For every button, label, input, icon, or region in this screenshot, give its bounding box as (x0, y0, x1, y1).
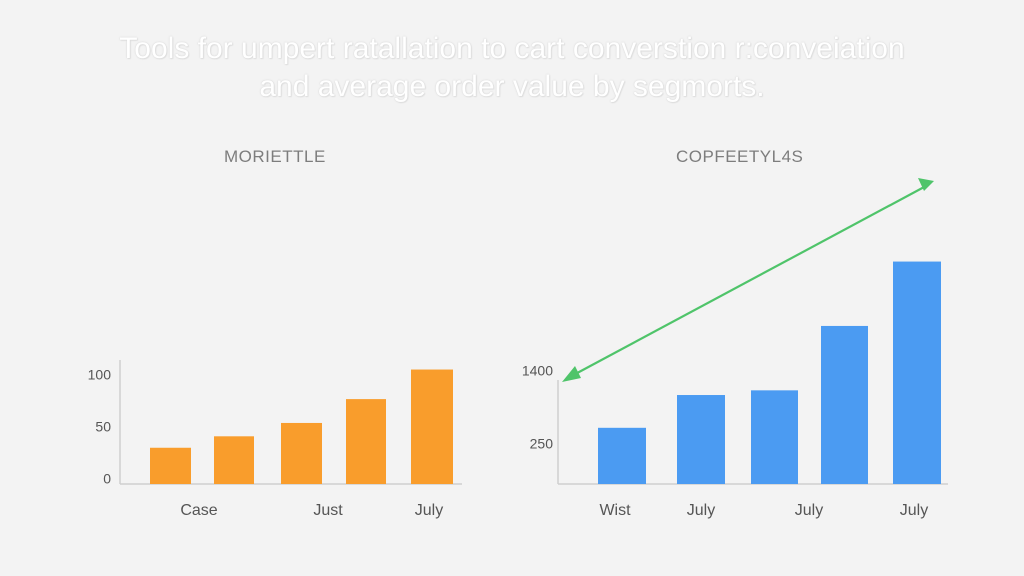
left-bar (281, 422, 322, 484)
right-category-label: July (795, 502, 823, 519)
left-category-label: Case (180, 502, 217, 519)
right-category-label: July (687, 502, 715, 519)
right-bar-chart: 250 1400 Wist July July July (522, 178, 948, 519)
right-y-tick-label: 1400 (522, 363, 553, 379)
left-y-tick-label: 0 (103, 471, 111, 487)
left-y-tick-label: 50 (95, 419, 111, 435)
left-bar (214, 436, 254, 484)
left-y-tick-label: 100 (88, 367, 112, 383)
right-bar (677, 395, 725, 484)
left-bar (411, 369, 453, 484)
headline-line-2: and average order value by segmorts. (259, 70, 765, 103)
right-chart-title: COPFEETYL4S (676, 147, 804, 166)
left-bar (150, 447, 191, 484)
trend-arrow-head-start (562, 366, 581, 382)
headline-line-1: Tools for umpert ratallation to cart con… (119, 32, 905, 65)
left-bar-chart: 0 50 100 Case Just July (88, 360, 462, 519)
left-chart-title: MORIETTLE (224, 147, 326, 166)
right-category-label: Wist (599, 502, 631, 519)
trend-arrow-line (565, 185, 927, 380)
right-y-tick-label: 250 (530, 436, 554, 452)
right-bar (751, 390, 798, 484)
right-bar (598, 427, 646, 484)
left-category-label: Just (313, 502, 343, 519)
right-bar (893, 261, 941, 484)
right-bar (821, 325, 868, 484)
chart-headline: Tools for umpert ratallation to cart con… (0, 30, 1024, 106)
right-category-label: July (900, 502, 928, 519)
trend-arrow-head-end (918, 178, 934, 191)
left-category-label: July (415, 502, 443, 519)
left-bar (346, 399, 386, 484)
